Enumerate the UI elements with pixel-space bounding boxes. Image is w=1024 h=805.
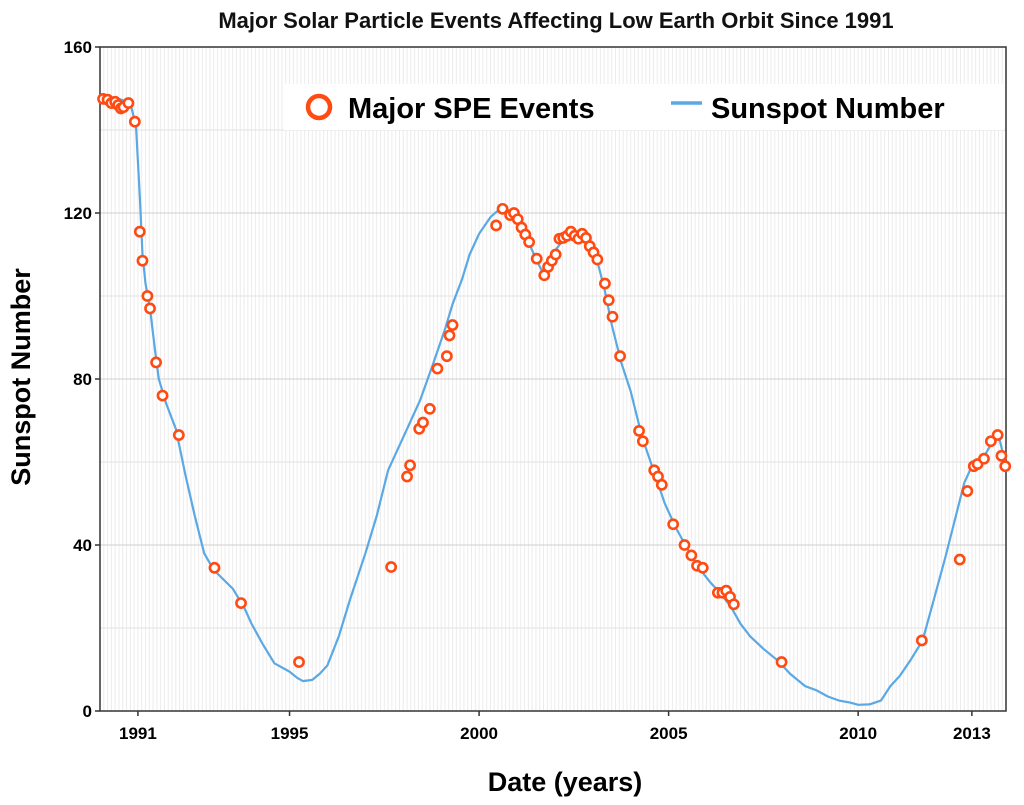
spe-event-point	[128, 115, 141, 128]
spe-event-point	[633, 424, 645, 437]
spe-event-point	[591, 253, 604, 266]
y-tick-label: 160	[64, 38, 92, 57]
spe-event-point	[446, 319, 459, 331]
x-tick-label: 1995	[271, 724, 309, 743]
legend-label-spe-events: Major SPE Events	[348, 93, 595, 125]
spe-event-point	[953, 553, 966, 566]
spe-event-point	[984, 435, 997, 448]
spe-event-point	[401, 470, 413, 483]
spe-event-point	[775, 656, 788, 668]
legend: Major SPE Events Sunspot Number	[284, 84, 1004, 130]
spe-event-point	[443, 329, 456, 342]
spe-event-point	[915, 634, 928, 647]
spe-event-point	[417, 416, 429, 429]
spe-event-point	[423, 402, 436, 415]
y-axis-title: Sunspot Number	[6, 268, 36, 486]
legend-box	[284, 84, 1004, 130]
y-tick-label: 80	[73, 370, 92, 389]
chart-title: Major Solar Particle Events Affecting Lo…	[218, 8, 893, 33]
spe-event-point	[490, 219, 503, 232]
spe-event-point	[685, 549, 698, 562]
legend-label-sunspot-number: Sunspot Number	[711, 93, 945, 125]
spe-event-point	[530, 252, 543, 265]
spe-event-point	[606, 310, 619, 323]
spe-event-point	[614, 350, 626, 363]
x-tick-label: 1991	[119, 724, 157, 743]
spe-event-point	[999, 460, 1012, 473]
spe-event-point	[655, 478, 668, 491]
y-tick-label: 0	[83, 702, 92, 721]
spe-event-point	[961, 485, 974, 497]
x-tick-label: 2005	[650, 724, 688, 743]
spe-event-point	[235, 597, 247, 609]
spe-event-point	[549, 248, 562, 261]
spe-event-point	[599, 277, 611, 290]
spe-event-point	[727, 598, 740, 611]
sunspot-line	[100, 95, 1006, 706]
spe-event-point	[496, 202, 509, 215]
y-tick-label: 40	[73, 536, 92, 555]
spe-event-point	[385, 561, 398, 573]
x-tick-label: 2000	[460, 724, 498, 743]
spe-event-point	[431, 362, 444, 375]
spe-event-point	[991, 429, 1004, 441]
spe-event-point	[440, 350, 453, 363]
spe-event-point	[995, 449, 1008, 462]
spe-event-point	[636, 435, 649, 448]
spe-event-point	[696, 561, 709, 574]
spe-event-point	[150, 356, 163, 369]
spe-event-point	[602, 294, 615, 307]
spe-event-point	[141, 290, 154, 302]
plot-area: 0 40 80 120 160 1991 1995 2000 2005 2010 2013	[64, 38, 1012, 743]
spe-event-point	[678, 539, 691, 551]
spe-event-point	[156, 389, 169, 402]
spe-event-point	[144, 302, 156, 315]
x-axis-title: Date (years)	[488, 767, 643, 797]
spe-event-point	[667, 518, 680, 531]
spe-event-point	[293, 656, 305, 668]
spe-event-point	[133, 225, 146, 238]
spe-event-point	[523, 236, 536, 248]
legend-marker-spe-events	[305, 93, 333, 121]
spe-event-point	[208, 561, 221, 574]
spe-event-point	[172, 429, 185, 441]
x-tick-label: 2010	[839, 724, 877, 743]
spe-event-point	[136, 254, 149, 267]
x-tick-label: 2013	[953, 724, 991, 743]
y-tick-label: 120	[64, 204, 92, 223]
spe-event-point	[978, 452, 990, 465]
spe-event-point	[404, 459, 416, 472]
spe-event-point	[122, 97, 135, 109]
